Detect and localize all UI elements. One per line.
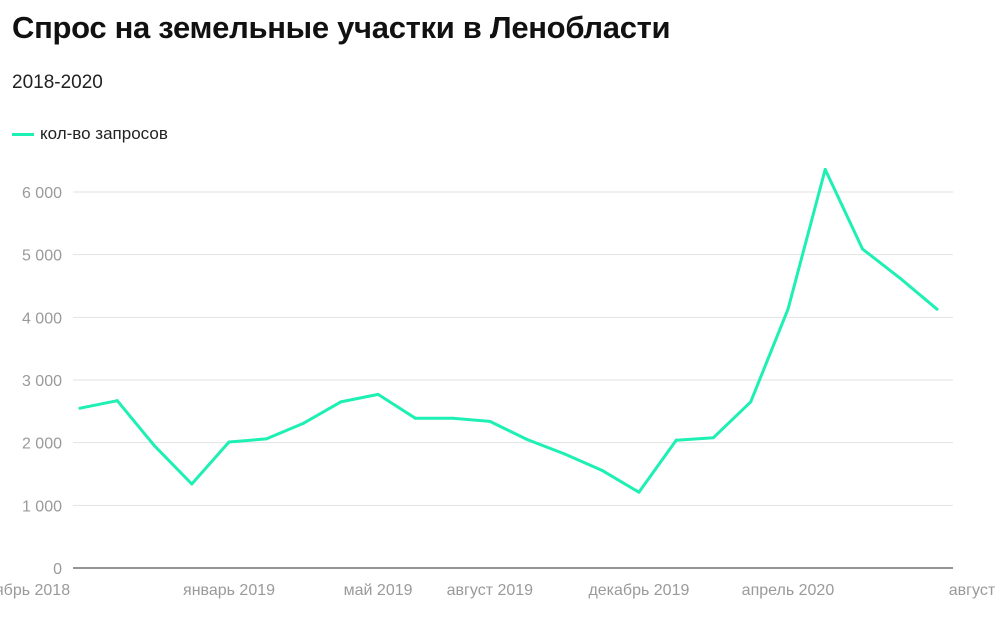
y-tick-label: 4 000 [22, 310, 62, 327]
data-point [190, 482, 194, 486]
data-point [860, 247, 864, 251]
series-layer [78, 167, 939, 494]
y-tick-label: 3 000 [22, 373, 62, 390]
data-point [488, 419, 492, 423]
legend-label: кол-во запросов [40, 124, 168, 143]
x-tick-label: август 2019 [447, 582, 534, 599]
y-axis-ticks: 0 1 000 2 000 3 000 4 000 5 000 6 000 [22, 185, 62, 578]
data-point [935, 307, 939, 311]
y-tick-label: 5 000 [22, 248, 62, 265]
data-point [153, 444, 157, 448]
x-tick-label: август 2020 [949, 582, 1000, 599]
x-axis-ticks: сентябрь 2018 январь 2019 май 2019 август 2… [0, 582, 1000, 599]
data-point [451, 416, 455, 420]
data-point [78, 406, 82, 410]
data-point [786, 307, 790, 311]
data-point [413, 416, 417, 420]
data-point [600, 468, 604, 472]
data-point [525, 438, 529, 442]
data-point [711, 436, 715, 440]
x-tick-label: апрель 2020 [742, 582, 835, 599]
series-line [78, 167, 939, 494]
legend: кол-во запросов [12, 124, 168, 144]
x-tick-label: декабрь 2019 [588, 582, 689, 599]
data-point [376, 392, 380, 396]
x-tick-label: январь 2019 [183, 582, 275, 599]
data-point [823, 167, 827, 171]
grid-lines [73, 191, 953, 506]
data-point [898, 276, 902, 280]
y-tick-label: 1 000 [22, 498, 62, 515]
data-point [227, 440, 231, 444]
y-tick-label: 2 000 [22, 436, 62, 453]
data-point [562, 452, 566, 456]
chart-title: Спрос на земельные участки в Ленобласти [12, 10, 671, 45]
y-tick-label: 0 [53, 561, 62, 578]
legend-swatch [12, 132, 34, 136]
data-point [339, 400, 343, 404]
x-tick-label: май 2019 [344, 582, 413, 599]
data-point [674, 438, 678, 442]
data-point [637, 490, 641, 494]
data-point [264, 437, 268, 441]
data-point [749, 400, 753, 404]
x-tick-label: сентябрь 2018 [0, 582, 70, 599]
data-point [115, 399, 119, 403]
chart-subtitle: 2018-2020 [12, 72, 103, 93]
y-tick-label: 6 000 [22, 185, 62, 202]
data-point [302, 421, 306, 425]
